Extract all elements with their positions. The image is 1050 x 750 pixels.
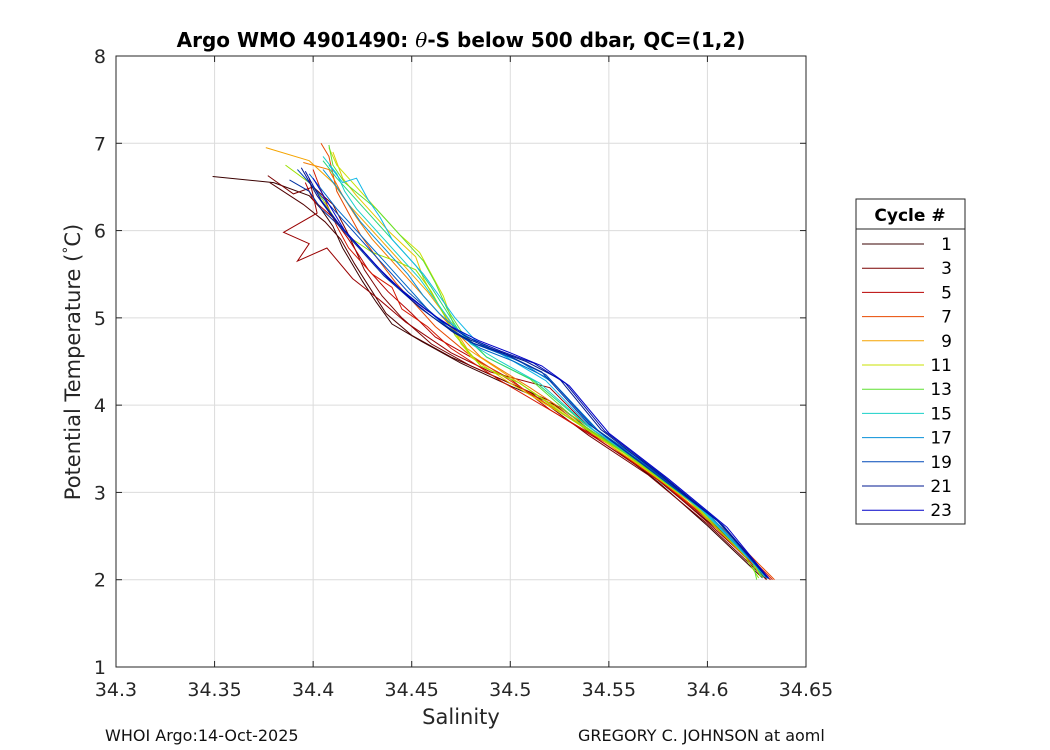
y-tick-label: 1 bbox=[94, 657, 106, 679]
legend-title: Cycle # bbox=[874, 206, 945, 226]
footer-right: GREGORY C. JOHNSON at aoml bbox=[578, 726, 825, 745]
legend-title-box bbox=[855, 198, 966, 230]
x-tick-label: 34.55 bbox=[582, 679, 636, 701]
legend-label: 15 bbox=[930, 404, 952, 424]
series-cycle-13 bbox=[328, 144, 758, 580]
series-cycle-4 bbox=[282, 178, 771, 581]
x-tick-label: 34.35 bbox=[187, 679, 241, 701]
legend-label: 7 bbox=[941, 308, 952, 328]
y-tick-label: 4 bbox=[94, 395, 106, 417]
y-tick-label: 5 bbox=[94, 308, 106, 330]
footer-left: WHOI Argo:14-Oct-2025 bbox=[105, 726, 299, 745]
data-series bbox=[212, 143, 775, 581]
series-cycle-1 bbox=[212, 176, 763, 579]
y-tick-label: 8 bbox=[94, 46, 106, 68]
legend-label: 23 bbox=[930, 501, 952, 521]
series-cycle-15 bbox=[322, 156, 765, 578]
series-cycle-2 bbox=[269, 182, 767, 580]
plot-frame bbox=[115, 55, 807, 668]
x-tick-label: 34.65 bbox=[779, 679, 833, 701]
y-axis-ticks: 1 2 3 4 5 6 7 8 bbox=[94, 46, 806, 679]
x-axis-ticks: 34.3 34.35 34.4 34.45 34.5 34.55 34.6 34.65 bbox=[95, 56, 833, 701]
x-tick-label: 34.3 bbox=[95, 679, 137, 701]
series-cycle-3 bbox=[267, 175, 767, 581]
legend-label: 9 bbox=[941, 332, 952, 352]
legend-label: 11 bbox=[930, 356, 952, 376]
chart-title: Argo WMO 4901490: θ-S below 500 dbar, QC… bbox=[177, 28, 746, 52]
legend-label: 5 bbox=[941, 283, 952, 303]
series-cycle-23 bbox=[312, 177, 769, 579]
y-tick-label: 3 bbox=[94, 482, 106, 504]
x-axis-label: Salinity bbox=[422, 705, 500, 729]
series-cycle-20 bbox=[289, 179, 767, 577]
series-cycle-6 bbox=[312, 169, 773, 581]
y-tick-label: 2 bbox=[94, 570, 106, 592]
y-tick-label: 6 bbox=[94, 221, 106, 243]
legend-label: 13 bbox=[930, 380, 952, 400]
y-tick-label: 7 bbox=[94, 133, 106, 155]
legend-label: 19 bbox=[930, 453, 952, 473]
legend-label: 17 bbox=[930, 429, 952, 449]
legend-box bbox=[855, 228, 966, 525]
y-axis-label: Potential Temperature (°C) bbox=[61, 224, 85, 500]
legend-label: 21 bbox=[930, 477, 952, 497]
x-tick-label: 34.5 bbox=[489, 679, 531, 701]
legend-label: 1 bbox=[941, 235, 952, 255]
x-tick-label: 34.45 bbox=[385, 679, 439, 701]
grid-lines bbox=[115, 55, 807, 668]
legend-label: 3 bbox=[941, 259, 952, 279]
x-tick-label: 34.6 bbox=[686, 679, 728, 701]
x-tick-label: 34.4 bbox=[292, 679, 334, 701]
